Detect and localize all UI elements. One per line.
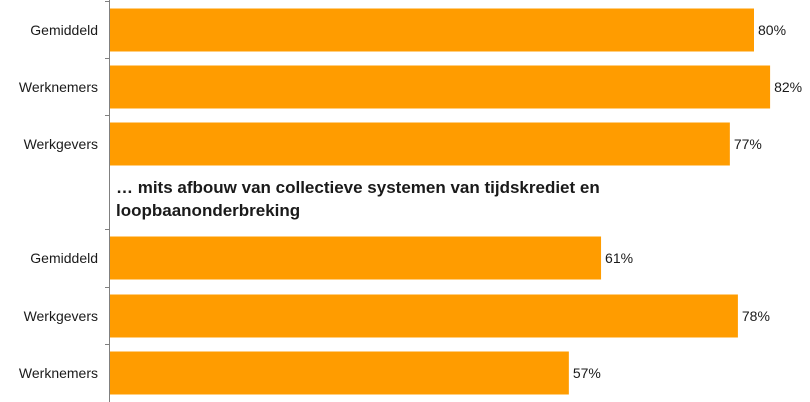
category-label: Gemiddeld (30, 250, 98, 266)
value-label: 57% (573, 365, 601, 381)
bar-gemiddeld-1 (110, 8, 754, 52)
bar-werknemers-2 (110, 351, 569, 395)
value-label: 77% (734, 136, 762, 152)
category-label: Werknemers (19, 365, 98, 381)
value-label: 61% (605, 250, 633, 266)
section-title: … mits afbouw van collectieve systemen v… (116, 178, 600, 220)
category-label: Gemiddeld (30, 22, 98, 38)
value-label: 82% (774, 79, 802, 95)
bar-werkgevers-2 (110, 294, 738, 338)
bar-gemiddeld-2 (110, 236, 602, 280)
category-label: Werkgevers (24, 136, 98, 152)
value-label: 78% (742, 308, 770, 324)
category-label: Werknemers (19, 79, 98, 95)
category-label: Werkgevers (24, 308, 98, 324)
bar-werknemers-1 (110, 65, 771, 109)
bar-werkgevers-1 (110, 122, 730, 166)
value-label: 80% (758, 22, 786, 38)
